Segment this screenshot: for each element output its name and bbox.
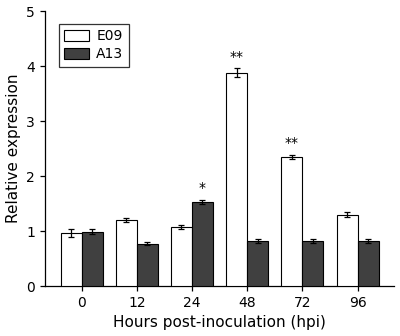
Bar [61,233,82,286]
Bar [281,157,302,286]
Bar [116,220,137,286]
X-axis label: Hours post-inoculation (hpi): Hours post-inoculation (hpi) [113,316,326,330]
Bar [82,232,102,286]
Bar [302,241,323,286]
Y-axis label: Relative expression: Relative expression [6,74,20,223]
Text: *: * [199,181,206,195]
Bar [358,241,378,286]
Text: **: ** [285,136,299,150]
Bar [171,227,192,286]
Bar [226,73,247,286]
Bar [137,244,158,286]
Legend: E09, A13: E09, A13 [59,24,129,67]
Bar [336,215,358,286]
Bar [247,241,268,286]
Text: **: ** [230,50,244,64]
Bar [192,202,213,286]
